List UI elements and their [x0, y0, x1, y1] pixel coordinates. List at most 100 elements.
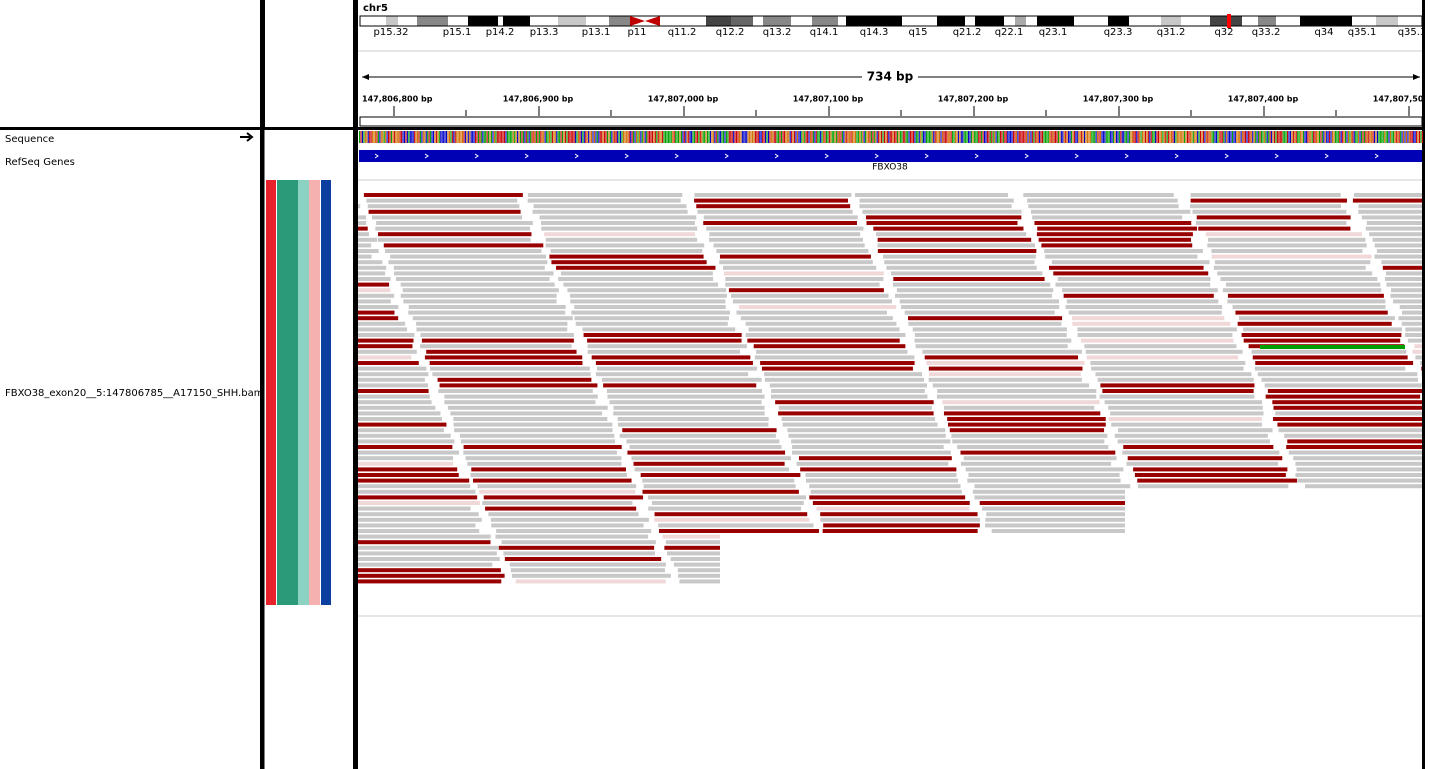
read [960, 450, 1116, 455]
read [1049, 265, 1204, 270]
read [1358, 209, 1422, 214]
base [881, 131, 883, 143]
base [1163, 131, 1165, 143]
gene-arrow [674, 153, 679, 159]
base [857, 131, 859, 143]
read [798, 456, 952, 461]
base [1403, 131, 1405, 143]
attribute-cell [343, 180, 351, 605]
base [924, 131, 926, 143]
base [469, 131, 471, 143]
base [1066, 131, 1068, 143]
band-label: p15.1 [443, 27, 472, 38]
read [358, 254, 372, 259]
read [865, 215, 1022, 220]
base [548, 131, 551, 143]
base [592, 131, 594, 143]
base [780, 131, 783, 143]
read [756, 349, 908, 354]
base [905, 131, 907, 143]
read [550, 249, 703, 253]
base [963, 131, 965, 143]
base [904, 131, 906, 143]
read [358, 478, 470, 483]
read [438, 389, 593, 393]
read [511, 573, 671, 578]
base [1252, 131, 1254, 143]
base [1355, 131, 1357, 143]
read [619, 433, 776, 438]
base [1333, 131, 1335, 143]
band [660, 16, 706, 26]
base [1056, 131, 1058, 143]
band [1108, 16, 1129, 26]
base [1389, 131, 1392, 143]
base [1313, 131, 1315, 143]
base [485, 131, 487, 143]
base [998, 131, 1000, 143]
read [574, 316, 730, 321]
base [666, 131, 668, 143]
read [358, 366, 427, 371]
read [385, 249, 542, 253]
read [1030, 209, 1191, 214]
base [879, 131, 881, 143]
base [1052, 131, 1054, 143]
read [1114, 433, 1268, 438]
read [1385, 271, 1422, 276]
read [1211, 249, 1363, 253]
base [1227, 131, 1229, 143]
base [1068, 131, 1070, 143]
base [953, 131, 955, 143]
base [1382, 131, 1384, 143]
base [370, 131, 372, 143]
band-label: q31.2 [1157, 27, 1186, 38]
base [882, 131, 884, 143]
base [472, 131, 474, 143]
base [643, 131, 645, 143]
read [358, 338, 414, 343]
base [1136, 131, 1138, 143]
read [723, 271, 884, 276]
read [985, 517, 1125, 522]
read [1243, 327, 1403, 332]
base [997, 131, 999, 143]
read [358, 310, 395, 315]
base [1294, 131, 1296, 143]
base [973, 131, 975, 143]
read [424, 355, 583, 360]
base [1249, 131, 1251, 143]
base [1385, 131, 1387, 143]
base [885, 131, 887, 143]
base [405, 131, 407, 143]
base [815, 131, 817, 143]
base [968, 131, 970, 143]
base [894, 131, 896, 143]
read [1254, 366, 1406, 371]
base [941, 131, 943, 143]
band [791, 16, 812, 26]
base [734, 131, 736, 143]
base [1139, 131, 1141, 143]
base [982, 131, 984, 143]
read [1398, 316, 1422, 321]
read [1077, 333, 1233, 337]
read [426, 349, 577, 354]
base [795, 131, 797, 143]
read [482, 501, 633, 505]
base [1297, 131, 1299, 143]
base [1301, 131, 1303, 143]
base [794, 131, 796, 143]
band [498, 16, 503, 26]
base [1375, 131, 1377, 143]
read [709, 232, 861, 237]
read [509, 562, 666, 567]
read [732, 299, 892, 304]
base [1186, 131, 1189, 143]
base [428, 131, 430, 143]
base [1381, 131, 1383, 143]
read [1117, 428, 1273, 433]
read [968, 473, 1120, 477]
base [895, 131, 897, 143]
base [508, 131, 510, 143]
